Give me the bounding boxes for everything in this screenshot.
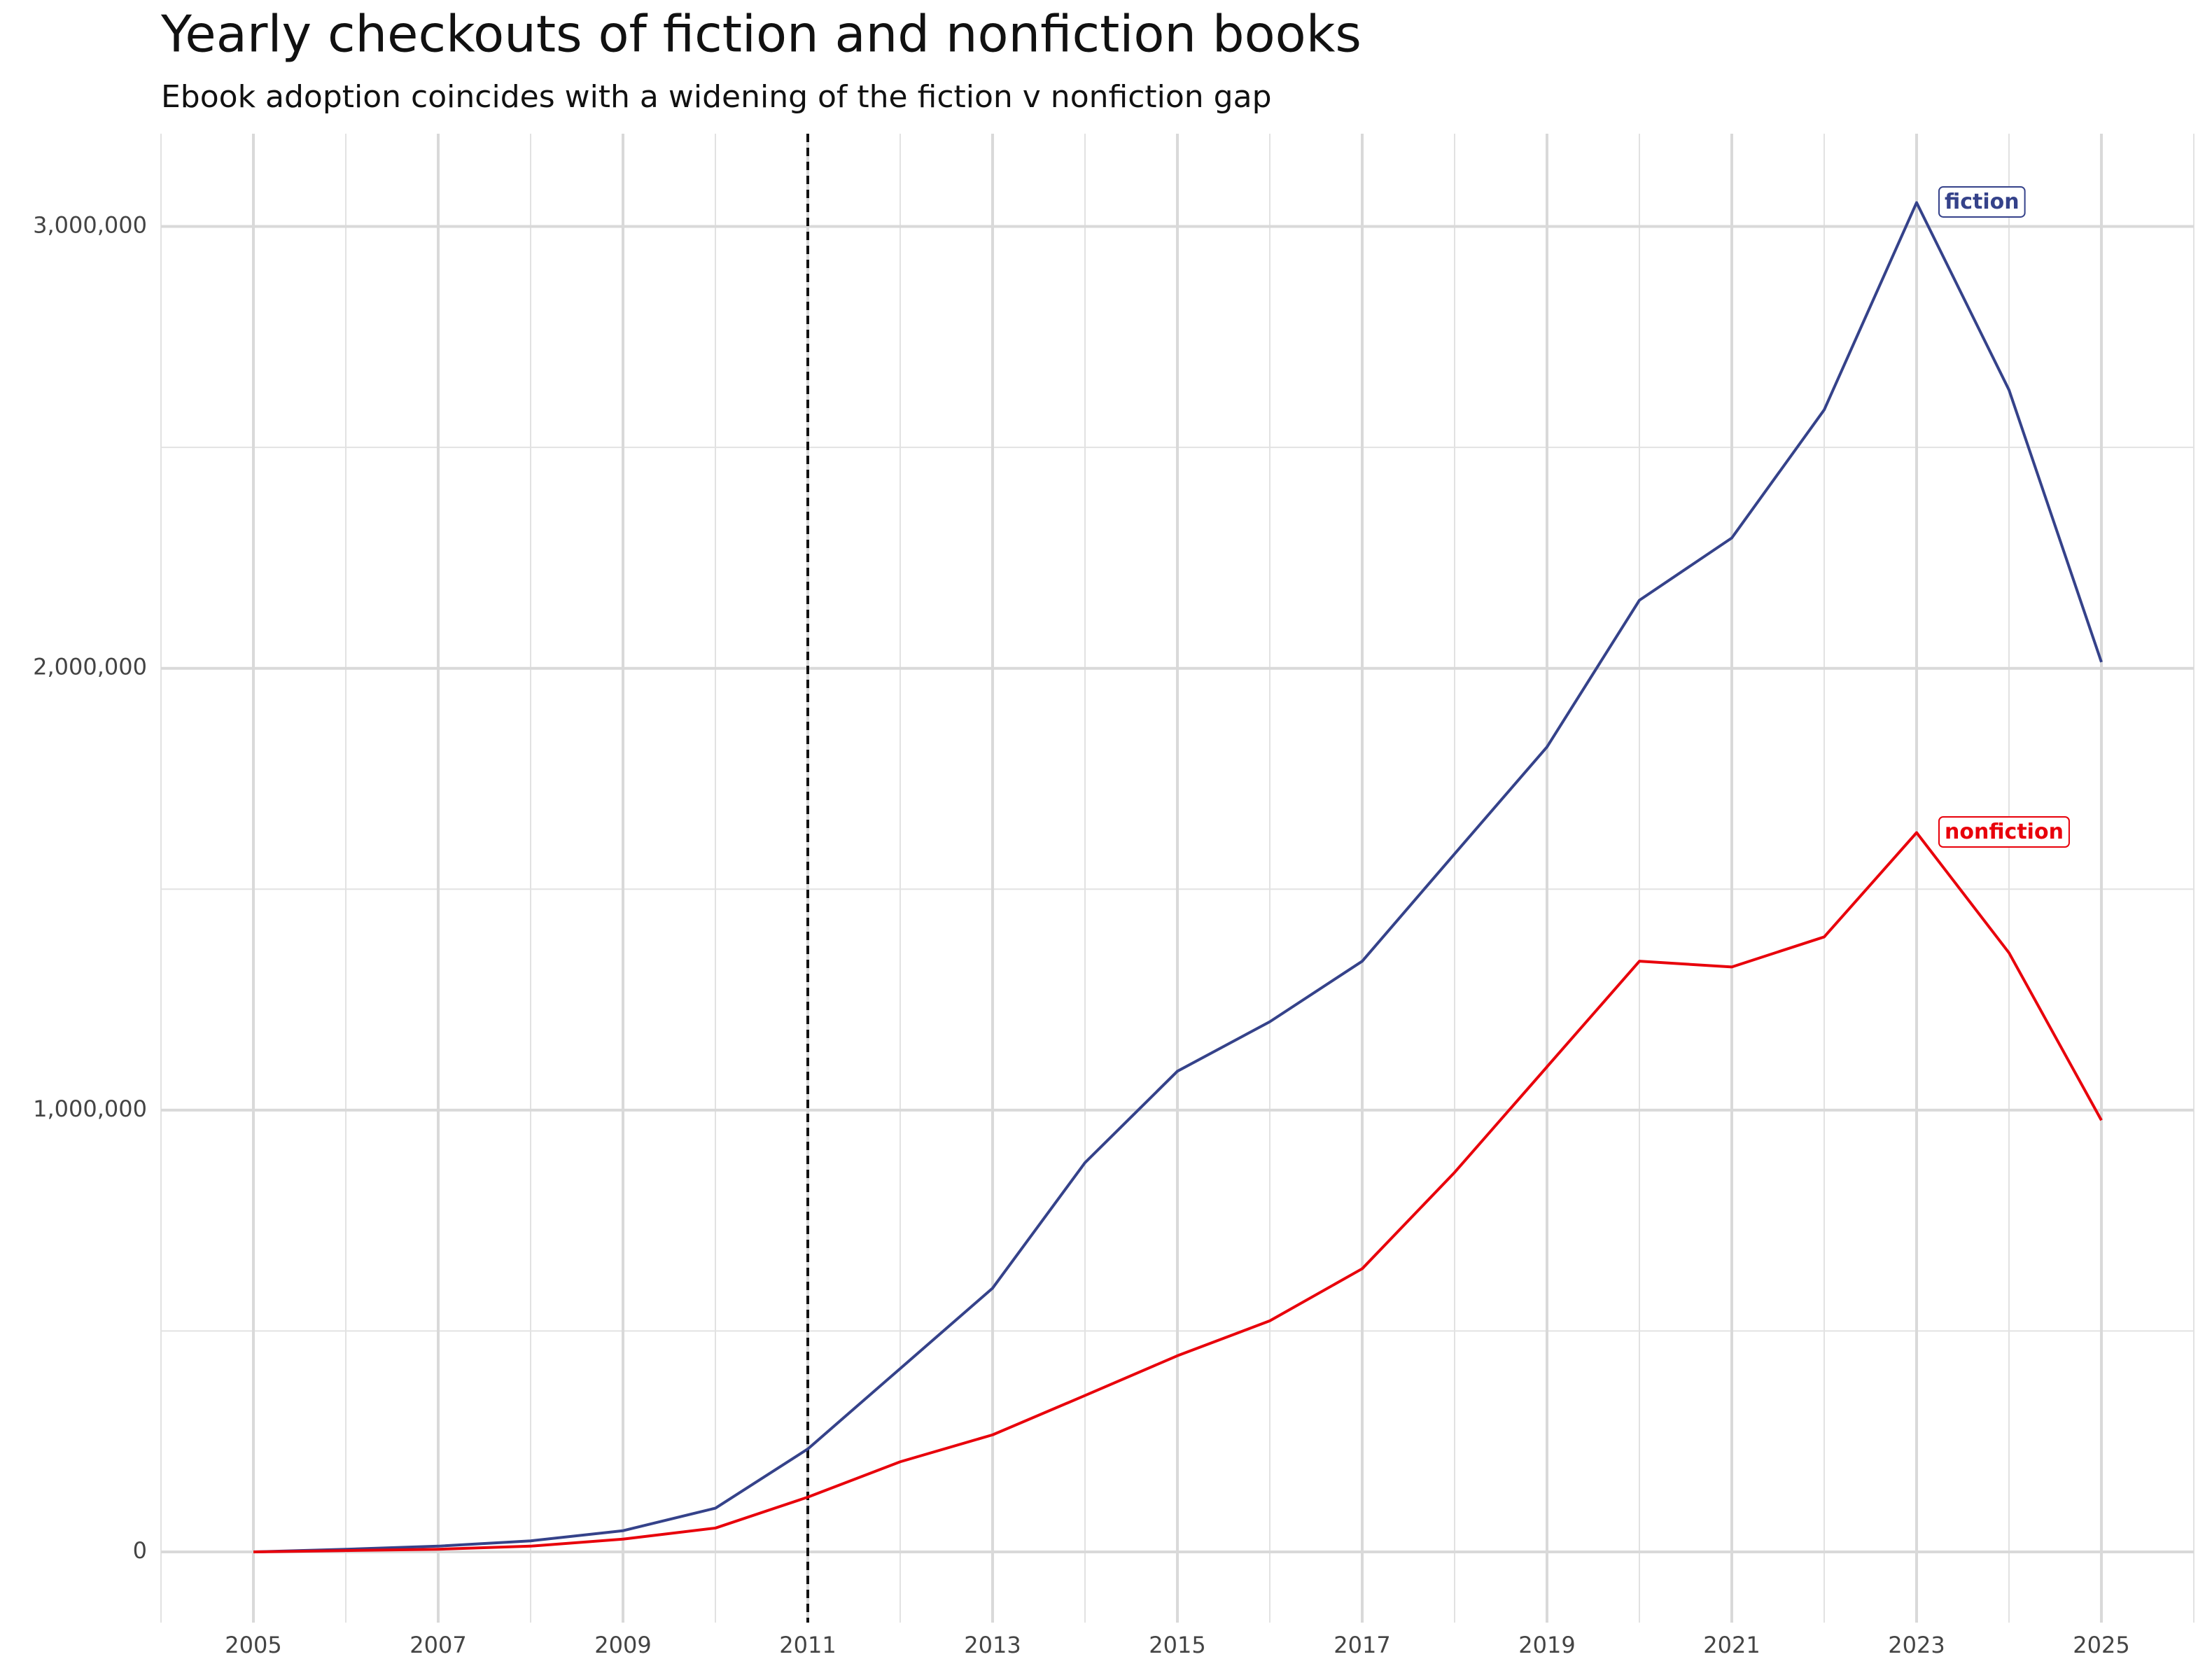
x-tick-label: 2005 [225,1632,281,1658]
series-label: nonfiction [1945,820,2064,844]
x-tick-label: 2013 [964,1632,1021,1658]
series-label: fiction [1945,190,2019,214]
series-line [253,201,2103,1554]
y-tick-label: 2,000,000 [33,654,147,680]
series-label-box [1938,186,2026,218]
x-tick-label: 2011 [779,1632,836,1658]
x-tick-label: 2017 [1334,1632,1390,1658]
x-tick-label: 2021 [1703,1632,1760,1658]
x-tick-label: 2023 [1888,1632,1945,1658]
x-tick-label: 2007 [410,1632,466,1658]
x-tick-label: 2009 [594,1632,651,1658]
series-label-box [1938,816,2070,848]
y-tick-label: 0 [133,1537,147,1564]
series-line [253,831,2103,1554]
chart-subtitle: Ebook adoption coincides with a widening… [161,79,1272,115]
x-tick-label: 2019 [1518,1632,1575,1658]
x-tick-label: 2015 [1149,1632,1205,1658]
y-tick-label: 3,000,000 [33,212,147,239]
x-tick-label: 2025 [2073,1632,2129,1658]
y-tick-label: 1,000,000 [33,1096,147,1122]
chart-title: Yearly checkouts of fiction and nonficti… [160,5,1362,64]
